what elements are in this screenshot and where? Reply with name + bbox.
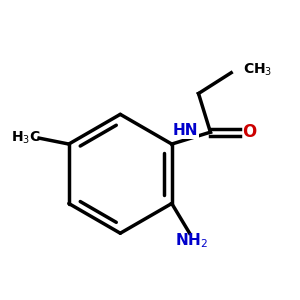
Text: HN: HN	[172, 123, 198, 138]
Text: H$_3$C: H$_3$C	[11, 130, 40, 146]
Text: O: O	[242, 123, 256, 141]
Text: CH$_3$: CH$_3$	[243, 61, 272, 78]
Text: NH$_2$: NH$_2$	[175, 231, 208, 250]
